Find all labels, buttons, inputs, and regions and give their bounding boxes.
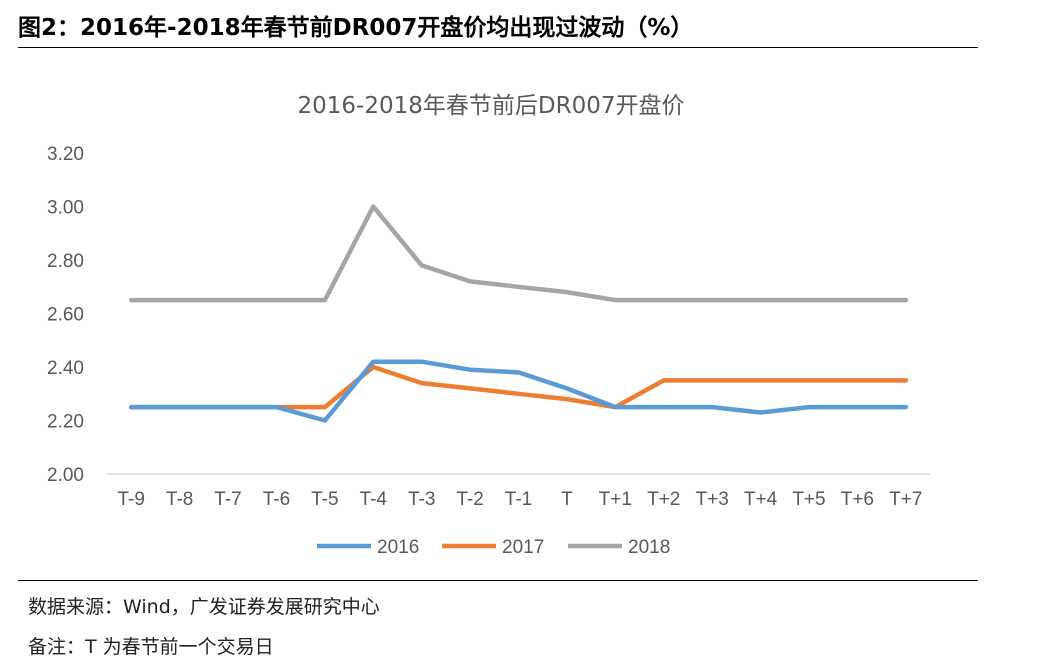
y-tick-label: 2.40: [47, 358, 84, 379]
y-tick-label: 2.60: [47, 305, 84, 326]
y-tick-label: 2.20: [47, 412, 84, 433]
x-tick-label: T-4: [360, 489, 388, 510]
x-tick-label: T+7: [889, 489, 922, 510]
legend-label-2017: 2017: [502, 537, 544, 558]
x-tick-label: T+1: [599, 489, 632, 510]
x-tick-label: T+5: [792, 489, 825, 510]
top-rule: [18, 47, 978, 48]
y-tick-label: 2.80: [47, 251, 84, 272]
x-tick-label: T-8: [166, 489, 193, 510]
x-tick-label: T-9: [117, 489, 144, 510]
source-note: 数据来源：Wind，广发证券发展研究中心: [28, 596, 380, 618]
y-tick-label: 2.00: [47, 465, 84, 486]
series-line-2018: [128, 204, 909, 303]
x-tick-label: T-5: [311, 489, 338, 510]
bottom-rule: [18, 580, 978, 581]
x-tick-label: T+4: [744, 489, 778, 510]
x-tick-label: T-6: [263, 489, 290, 510]
legend-label-2018: 2018: [628, 537, 670, 558]
x-tick-label: T-1: [505, 489, 532, 510]
y-tick-label: 3.00: [47, 198, 84, 219]
x-tick-label: T: [561, 489, 573, 510]
x-tick-label: T+6: [841, 489, 874, 510]
remark-note: 备注：T 为春节前一个交易日: [28, 636, 274, 658]
figure-title: 图2：2016年-2018年春节前DR007开盘价均出现过波动（%）: [18, 15, 694, 41]
chart-title: 2016-2018年春节前后DR007开盘价: [298, 93, 685, 119]
x-tick-label: T-7: [214, 489, 241, 510]
y-tick-label: 3.20: [47, 144, 84, 165]
series-line-2016: [128, 359, 909, 423]
x-tick-label: T-2: [456, 489, 483, 510]
x-tick-label: T+2: [647, 489, 680, 510]
line-chart: 2016-2018年春节前后DR007开盘价 2.00 2.20 2.40 2.60 2…: [47, 93, 930, 558]
x-tick-label: T-3: [408, 489, 435, 510]
legend-label-2016: 2016: [377, 537, 419, 558]
x-tick-label: T+3: [696, 489, 729, 510]
